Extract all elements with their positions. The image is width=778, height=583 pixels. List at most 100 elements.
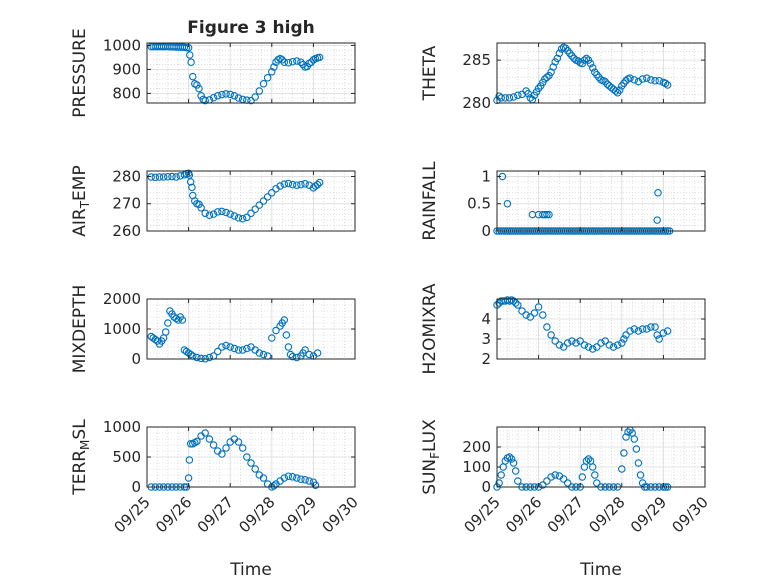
data-point <box>209 441 218 449</box>
data-point <box>505 94 514 102</box>
data-point <box>659 329 668 337</box>
data-point <box>313 180 322 189</box>
data-point <box>618 339 626 347</box>
x-tick-label: 09/25 <box>461 493 504 536</box>
y-axis-label: THETA <box>420 45 440 101</box>
data-point <box>576 337 584 345</box>
y-tick-label: 1 <box>481 167 491 185</box>
data-point <box>284 472 293 480</box>
data-point <box>615 86 624 94</box>
x-tick-label: 09/26 <box>152 493 195 536</box>
data-point <box>647 323 655 331</box>
x-tick-label: 09/30 <box>669 493 712 536</box>
y-axis-label: PRESSURE <box>70 28 90 117</box>
data-point <box>187 58 195 66</box>
data-point <box>305 477 313 485</box>
subplot-5: 0 1000 2000 MIXDEPTH <box>70 285 356 374</box>
data-point <box>159 173 168 181</box>
data-point <box>543 73 551 82</box>
data-point <box>620 335 628 343</box>
data-point <box>655 76 663 85</box>
y-axis-label: MIXDEPTH <box>70 285 90 374</box>
data-point <box>547 331 555 339</box>
data-point <box>222 341 230 350</box>
data-point <box>588 463 597 471</box>
axes-frame <box>496 426 706 488</box>
data-point <box>555 341 564 349</box>
data-point <box>534 84 543 93</box>
data-point <box>213 92 222 100</box>
data-point <box>197 204 205 212</box>
data-point <box>193 81 201 89</box>
data-point <box>234 94 243 102</box>
data-point <box>259 80 268 88</box>
y-tick-label: 1000 <box>103 418 141 436</box>
data-point <box>234 346 243 354</box>
y-tick-label: 200 <box>462 438 491 456</box>
data-point <box>514 91 522 100</box>
data-point <box>624 428 632 436</box>
data-point <box>268 68 276 76</box>
x-axis-label: Time <box>579 560 622 580</box>
data-point <box>630 435 639 443</box>
data-point <box>201 429 209 437</box>
data-point <box>268 334 276 342</box>
data-point <box>178 316 187 324</box>
data-point <box>626 74 634 82</box>
data-point <box>509 459 518 467</box>
data-point <box>313 349 322 357</box>
data-point <box>205 435 214 443</box>
data-point <box>188 183 196 192</box>
y-axis-label: TERRMSL <box>70 419 92 496</box>
y-tick-label: 100 <box>462 458 491 476</box>
data-point <box>543 323 551 331</box>
y-tick-label: 0 <box>131 478 141 496</box>
data-point <box>505 453 514 461</box>
data-point <box>522 311 530 319</box>
data-point <box>280 58 289 66</box>
data-point <box>288 180 297 189</box>
data-point <box>255 349 264 357</box>
data-point <box>185 456 194 464</box>
data-point <box>272 326 280 335</box>
data-point <box>511 299 520 307</box>
data-point <box>238 346 247 354</box>
data-point <box>297 58 305 66</box>
data-point <box>545 210 553 219</box>
data-point <box>282 331 291 339</box>
data-point <box>543 210 551 219</box>
data-point <box>186 51 194 59</box>
x-tick-label: 09/25 <box>111 493 154 536</box>
data-point <box>543 477 551 485</box>
y-tick-label: 2 <box>481 350 491 368</box>
data-point <box>643 74 651 82</box>
data-point <box>636 471 645 479</box>
data-point <box>638 75 647 83</box>
data-point <box>284 343 293 351</box>
data-point <box>593 479 601 487</box>
data-point <box>651 76 659 85</box>
data-point <box>655 335 663 343</box>
data-point <box>609 343 618 351</box>
x-tick-label: 09/29 <box>277 493 320 536</box>
y-tick-label: 4 <box>481 310 491 328</box>
data-point <box>601 337 609 345</box>
y-tick-label: 500 <box>112 448 141 466</box>
data-point <box>618 465 626 473</box>
data-point <box>551 337 559 345</box>
data-point <box>247 209 255 218</box>
y-tick-label: 1000 <box>103 320 141 338</box>
data-point <box>622 331 630 339</box>
data-point <box>509 297 518 305</box>
data-point <box>205 353 214 362</box>
data-point <box>514 301 522 309</box>
y-axis-label: RAINFALL <box>420 161 440 241</box>
data-point <box>284 179 293 188</box>
data-point <box>259 197 268 205</box>
data-point <box>555 49 564 58</box>
axes-frame <box>146 170 356 232</box>
data-point <box>584 455 593 463</box>
data-point <box>288 57 297 66</box>
data-point <box>213 347 222 356</box>
